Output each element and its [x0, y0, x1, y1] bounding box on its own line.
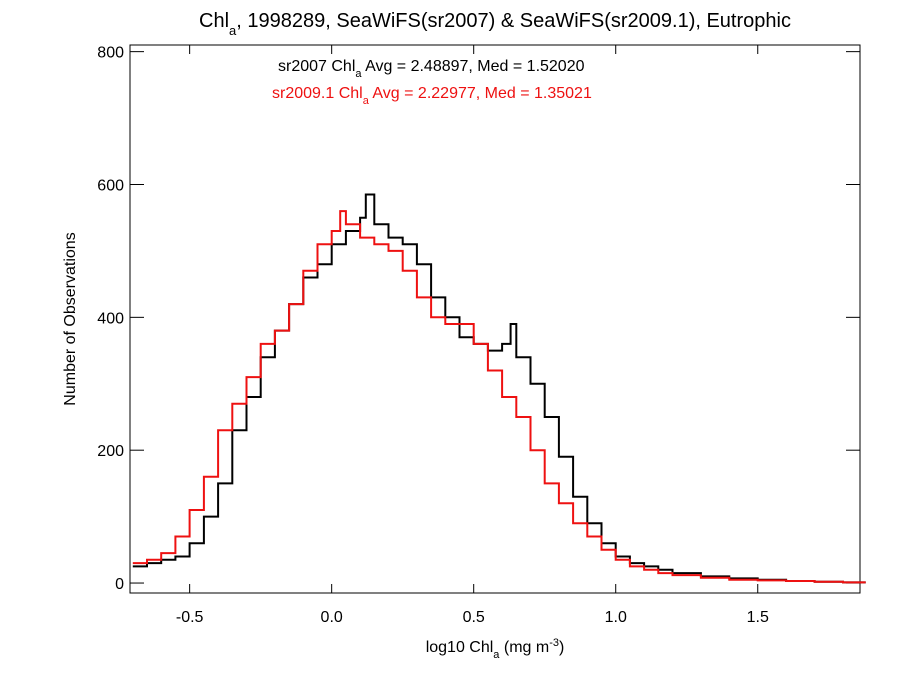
x-tick-label: 0.0	[321, 609, 343, 626]
title-suffix: , 1998289, SeaWiFS(sr2007) & SeaWiFS(sr2…	[236, 10, 791, 32]
y-tick-label: 400	[97, 310, 124, 327]
annotation-subscript: a	[363, 95, 370, 107]
xlabel-middle: (mg m	[499, 639, 549, 656]
series-line-0	[132, 193, 866, 584]
title-subscript: a	[229, 23, 237, 38]
title-prefix: Chl	[199, 10, 229, 32]
annotation-subscript: a	[355, 68, 362, 80]
x-axis-label: log10 Chla (mg m-3)	[426, 637, 565, 661]
y-tick-label: 0	[115, 576, 124, 593]
stats-annotation-sr2009: sr2009.1 Chla Avg = 2.22977, Med = 1.350…	[272, 85, 592, 107]
y-tick-label: 800	[97, 45, 124, 62]
annotation-suffix: Avg = 2.48897, Med = 1.52020	[362, 58, 585, 75]
series-layer	[132, 193, 866, 584]
annotation-prefix: sr2009.1 Chl	[272, 85, 363, 102]
x-tick-label: 1.0	[605, 609, 627, 626]
stats-annotation-sr2007: sr2007 Chla Avg = 2.48897, Med = 1.52020	[278, 58, 585, 80]
annotation-suffix: Avg = 2.22977, Med = 1.35021	[369, 85, 592, 102]
annotation-prefix: sr2007 Chl	[278, 58, 355, 75]
chart-title: Chla, 1998289, SeaWiFS(sr2007) & SeaWiFS…	[199, 10, 791, 38]
stats-annotations: sr2007 Chla Avg = 2.48897, Med = 1.52020…	[272, 58, 592, 107]
x-tick-label: 1.5	[747, 609, 769, 626]
y-tick-label: 200	[97, 443, 124, 460]
xlabel-subscript: a	[493, 649, 500, 661]
y-axis-label: Number of Observations	[62, 232, 79, 405]
x-tick-label: 0.5	[463, 609, 485, 626]
series-line-1	[132, 210, 866, 584]
axis-ticks	[130, 45, 860, 593]
xlabel-superscript: -3	[549, 637, 559, 649]
xlabel-suffix: )	[559, 639, 564, 656]
xlabel-prefix: log10 Chl	[426, 639, 494, 656]
y-tick-label: 600	[97, 177, 124, 194]
plot-frame	[129, 44, 861, 594]
axis-tick-labels: -0.5 0.0 0.5 1.0 1.5 0 200 400 600 800	[97, 45, 769, 626]
x-tick-label: -0.5	[176, 609, 204, 626]
